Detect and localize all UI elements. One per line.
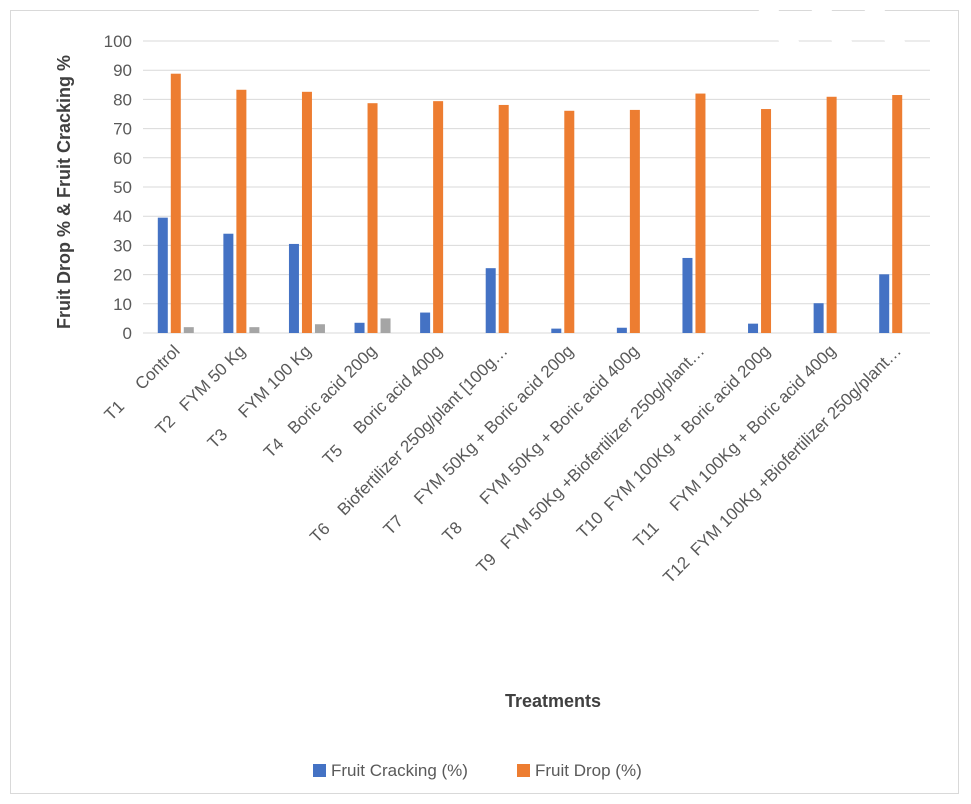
x-axis-label: Treatments [505,691,601,711]
bar-series2 [826,96,837,333]
bar-series1 [748,323,759,333]
x-tick-label: T4 Boric acid 200g [260,341,380,461]
bar-series2 [695,93,706,333]
y-tick-label: 30 [113,236,132,255]
y-tick-label: 70 [113,120,132,139]
legend-swatch [517,764,530,777]
bar-series1 [157,217,168,333]
bar-series1 [813,303,824,333]
bar-series2 [367,103,378,333]
y-tick-label: 100 [104,32,132,51]
bar-series1 [879,274,890,333]
y-tick-label: 90 [113,61,132,80]
bar-series3 [249,327,260,333]
gridlines [143,40,930,334]
bar-series1 [420,312,431,333]
y-tick-label: 10 [113,295,132,314]
bar-series1 [616,327,627,333]
bar-series2 [498,104,509,333]
legend-swatch [313,764,326,777]
y-tick-label: 60 [113,149,132,168]
y-tick-labels: 0 10 20 30 40 50 60 70 80 90 100 [104,32,132,343]
bar-series1 [354,322,365,333]
legend: Fruit Cracking (%) Fruit Drop (%) [313,761,642,780]
bar-series1 [223,233,234,333]
bar-series1 [485,268,496,333]
bar-series2 [564,110,575,334]
x-tick-label: T9 FYM 50Kg +Biofertilizer 250g/plant… [473,341,709,577]
bar-series2 [761,109,772,333]
legend-label: Fruit Cracking (%) [331,761,468,780]
y-tick-label: 40 [113,207,132,226]
x-tick-label: T5 Boric acid 400g [319,341,446,468]
bar-series1 [288,243,299,333]
bar-series3 [380,318,391,333]
bar-series3 [183,327,194,333]
bar-series1 [682,257,693,333]
y-tick-label: 0 [123,324,132,343]
y-tick-label: 20 [113,266,132,285]
bar-series1 [551,328,562,333]
bars [157,73,903,334]
y-axis-label: Fruit Drop % & Fruit Cracking % [54,55,74,329]
x-tick-label: T12 FYM 100Kg +Biofertilizer 250g/plant… [659,341,905,587]
bar-series3 [314,324,325,333]
bar-series2 [433,101,444,333]
legend-label: Fruit Drop (%) [535,761,642,780]
bar-series2 [892,95,903,334]
y-tick-label: 50 [113,178,132,197]
chart-frame [10,10,959,794]
bar-series2 [170,73,181,333]
bar-series2 [301,91,312,333]
bar-series2 [629,109,640,333]
bar-series2 [236,89,247,333]
y-tick-label: 80 [113,90,132,109]
